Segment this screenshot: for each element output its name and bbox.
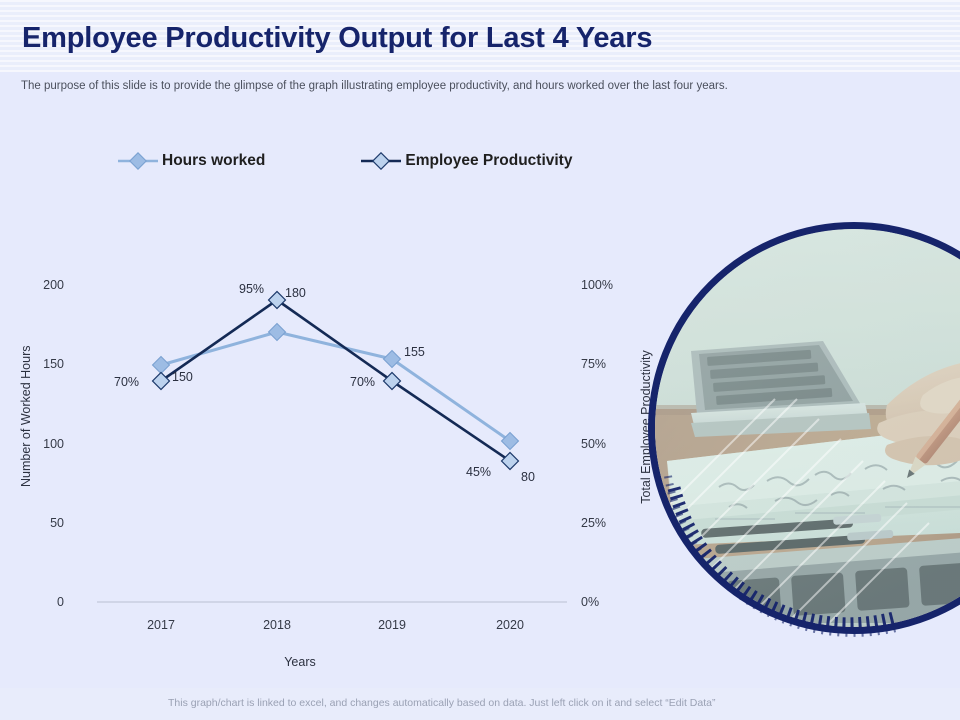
legend-item-hours-worked[interactable]: Hours worked xyxy=(118,152,265,170)
dotted-arc-decoration xyxy=(664,475,897,637)
data-label-hours-2018: 180 xyxy=(285,286,306,300)
y2-tick-75: 75% xyxy=(581,357,607,371)
y-tick-50: 50 xyxy=(50,516,64,530)
legend-label-hours-worked: Hours worked xyxy=(162,152,266,169)
page-subtitle: The purpose of this slide is to provide … xyxy=(21,80,728,92)
diamond-icon xyxy=(361,152,402,170)
y2-tick-0: 0% xyxy=(581,595,600,609)
data-label-productivity-2018: 95% xyxy=(239,282,265,296)
y-tick-200: 200 xyxy=(43,278,64,292)
line-chart: Number of Worked Hours Total Employee Pr… xyxy=(0,120,660,680)
series-employee-productivity-line xyxy=(160,298,511,463)
decorative-photo xyxy=(648,222,960,642)
x-tick-2020: 2020 xyxy=(496,618,524,632)
chart-legend: Hours worked Employee Productivity xyxy=(118,152,572,170)
y2-tick-50: 50% xyxy=(581,437,607,451)
legend-label-employee-productivity: Employee Productivity xyxy=(405,152,573,169)
page-title: Employee Productivity Output for Last 4 … xyxy=(22,22,653,54)
header-band xyxy=(0,0,960,72)
footer-note: This graph/chart is linked to excel, and… xyxy=(168,697,716,709)
data-label-hours-2020: 80 xyxy=(521,470,535,484)
x-tick-2018: 2018 xyxy=(263,618,291,632)
x-tick-2017: 2017 xyxy=(147,618,175,632)
x-axis-title: Years xyxy=(284,655,316,669)
y2-tick-100: 100% xyxy=(581,278,613,292)
y-tick-100: 100 xyxy=(43,437,64,451)
data-label-productivity-2020: 45% xyxy=(466,465,492,479)
series-hours-worked-line xyxy=(160,330,511,443)
y2-tick-25: 25% xyxy=(581,516,607,530)
data-label-productivity-2017: 70% xyxy=(114,375,140,389)
legend-item-employee-productivity[interactable]: Employee Productivity xyxy=(361,152,572,170)
x-tick-2019: 2019 xyxy=(378,618,406,632)
data-label-hours-2017: 150 xyxy=(172,370,193,384)
series-employee-productivity-markers xyxy=(151,290,520,471)
diamond-icon xyxy=(118,152,158,170)
series-hours-worked-markers xyxy=(151,322,520,451)
bottom-edge-mask xyxy=(0,688,960,720)
chart-plot-svg xyxy=(97,290,567,603)
y-tick-0: 0 xyxy=(57,595,64,609)
data-label-productivity-2019: 70% xyxy=(350,375,376,389)
y-tick-150: 150 xyxy=(43,357,64,371)
data-label-hours-2019: 155 xyxy=(404,345,425,359)
